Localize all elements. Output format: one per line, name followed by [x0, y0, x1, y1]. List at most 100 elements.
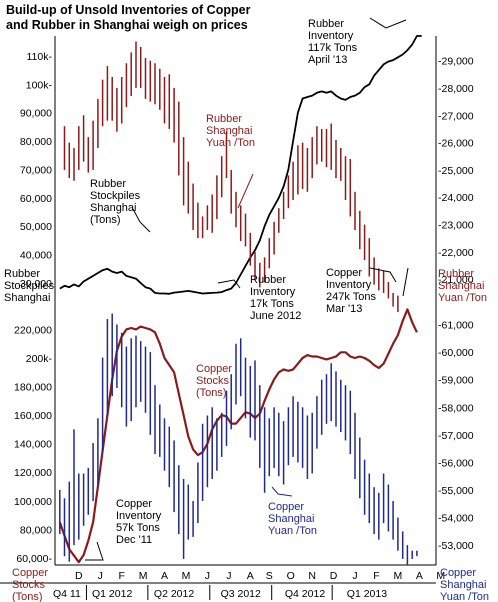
x-tick-month-label: A [247, 570, 254, 582]
annotation-0-line: Inventory [308, 30, 354, 42]
top-left-tick-label: 70,000 [20, 164, 52, 176]
x-tick-month-label: J [205, 570, 210, 582]
x-tick-month-label: A [416, 570, 423, 582]
annotation-9-line: Rubber [438, 268, 474, 280]
annotation-6-line: Inventory [116, 510, 162, 522]
bottom-right-tick-label: -55,000 [438, 485, 474, 497]
annotation-3-line: Inventory [250, 286, 296, 298]
annotation-5-line: (Tons) [196, 387, 227, 399]
annotation-2-line: Shanghai [90, 202, 137, 214]
top-series-line-0 [59, 35, 422, 295]
x-tick-month-label: M [139, 570, 148, 582]
annotation-11-line: Shanghai [440, 579, 487, 591]
x-tick-quarter-label: Q4 2012 [285, 588, 325, 600]
x-tick-month-label: M [394, 570, 403, 582]
chart-title-line-2: and Rubber in Shanghai weigh on prices [6, 18, 248, 32]
top-right-tick-label: -24,000 [438, 192, 474, 204]
top-panel-series [59, 35, 422, 312]
annotation-7-line: Yuan /Ton [268, 525, 317, 537]
x-tick-month-label: J [98, 570, 103, 582]
bottom-left-tick-label: 80,000 [20, 524, 52, 536]
top-right-tick-label: -22,000 [438, 247, 474, 259]
annotation-8-line: Stockpiles [4, 280, 55, 292]
top-left-tick-label: 50,000 [20, 221, 52, 233]
annotation-1-line: Yuan /Ton [206, 137, 255, 149]
chart-title-line-1: Build-up of Unsold Inventories of Copper [6, 3, 251, 17]
annotation-2-line: Rubber [90, 178, 126, 190]
x-tick-month-label: D [330, 570, 338, 582]
top-panel-tick-labels: 30,000 40,000 50,000 60,000 70,000 80,000 90,0… [20, 51, 474, 290]
bottom-right-tick-label: -58,000 [438, 402, 474, 414]
annotation-3-line: 17k Tons [250, 298, 294, 310]
annotation-9-line: Yuan /Ton [438, 292, 487, 304]
x-tick-month-label: D [75, 570, 83, 582]
annotation-11-line: Yuan /Ton [440, 591, 489, 602]
bottom-right-tick-label: -56,000 [438, 457, 474, 469]
annotation-leader-line [271, 486, 293, 497]
annotation-10-line: Copper [12, 567, 48, 579]
bottom-left-tick-label: 200k- [26, 353, 53, 365]
bottom-right-tick-label: -59,000 [438, 375, 474, 387]
annotation-0-line: Rubber [308, 18, 344, 30]
top-right-tick-label: -27,000 [438, 110, 474, 122]
top-left-tick-label: 100k- [26, 79, 53, 91]
annotation-leader-line [369, 17, 407, 29]
bottom-right-tick-label: -54,000 [438, 513, 474, 525]
x-tick-month-label: S [266, 570, 273, 582]
bottom-left-tick-label: 180,000 [14, 382, 52, 394]
bottom-right-tick-label: -60,000 [438, 347, 474, 359]
annotation-leader-line [369, 267, 397, 283]
annotation-11-line: Copper [440, 567, 476, 579]
top-left-tick-label: 60,000 [20, 193, 52, 205]
top-right-tick-label: -23,000 [438, 220, 474, 232]
top-right-tick-label: -21,000 [438, 274, 474, 286]
annotation-2-line: Stockpiles [90, 190, 141, 202]
x-tick-month-label: F [373, 570, 379, 582]
x-tick-quarter-label: Q4 11 [53, 588, 81, 600]
annotation-6-line: 57k Tons [116, 522, 160, 534]
x-tick-month-label: M [436, 570, 445, 582]
annotation-4-line: Copper [326, 267, 362, 279]
annotation-1-line: Rubber [206, 113, 242, 125]
annotation-0-line: April '13 [308, 54, 347, 66]
annotation-8-line: Rubber [4, 268, 40, 280]
bottom-panel-tick-labels: 60,000- 80,000 100,000 120,000 140,000 160,00… [14, 320, 474, 565]
x-tick-month-label: F [118, 570, 124, 582]
annotation-leader-line [85, 541, 104, 561]
top-right-tick-label: -26,000 [438, 138, 474, 150]
annotation-7-line: Copper [268, 501, 304, 513]
annotation-6-line: Dec '11 [116, 534, 152, 546]
top-left-tick-label: 110k- [27, 51, 53, 63]
annotation-4-line: 247k Tons [326, 291, 376, 303]
top-left-tick-label: 80,000 [20, 136, 52, 148]
annotation-3-line: Rubber [250, 274, 286, 286]
bottom-right-tick-label: -53,000 [438, 540, 474, 552]
top-left-tick-label: 30,000 [20, 278, 52, 290]
x-tick-month-label: A [161, 570, 168, 582]
top-left-tick-label: 90,000 [20, 108, 52, 120]
x-tick-quarter-label: Q1 2013 [347, 588, 387, 600]
bottom-left-tick-label: 120,000 [14, 467, 52, 479]
x-tick-month-label: N [308, 570, 316, 582]
bottom-left-tick-label: 220,000 [14, 324, 52, 336]
annotation-leader-line [237, 173, 254, 209]
annotation-3-line: June 2012 [250, 310, 301, 322]
top-right-tick-label: -28,000 [438, 83, 474, 95]
bottom-series-line-0 [58, 308, 418, 564]
top-left-tick-label: 40,000 [20, 250, 52, 262]
annotation-leader-line [402, 267, 409, 297]
annotation-leader-line [217, 279, 241, 289]
bottom-right-tick-label: -61,000 [438, 320, 474, 332]
annotation-10-line: Stocks [12, 579, 46, 591]
top-right-tick-label: -29,000 [438, 56, 474, 68]
annotation-leader-lines [85, 17, 409, 561]
x-tick-quarter-label: Q2 2012 [154, 588, 194, 600]
annotation-5-line: Copper [196, 363, 232, 375]
annotation-1-line: Shanghai [206, 125, 253, 137]
x-tick-month-label: J [352, 570, 357, 582]
annotation-7-line: Shanghai [268, 513, 315, 525]
annotation-leader-line [132, 208, 151, 233]
annotation-6-line: Copper [116, 498, 152, 510]
x-tick-month-label: J [226, 570, 231, 582]
